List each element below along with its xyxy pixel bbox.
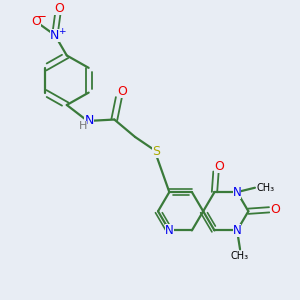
Text: −: − — [37, 10, 47, 23]
Text: O: O — [270, 203, 280, 216]
Text: N: N — [165, 224, 174, 237]
Text: O: O — [214, 160, 224, 173]
Text: +: + — [58, 27, 65, 36]
Text: CH₃: CH₃ — [231, 251, 249, 261]
Text: CH₃: CH₃ — [256, 183, 274, 193]
Text: N: N — [84, 115, 94, 128]
Text: O: O — [31, 16, 41, 28]
Text: S: S — [152, 145, 160, 158]
Text: O: O — [117, 85, 127, 98]
Text: O: O — [54, 2, 64, 14]
Text: H: H — [79, 121, 87, 131]
Text: N: N — [50, 28, 60, 42]
Text: N: N — [233, 186, 242, 199]
Text: N: N — [233, 224, 242, 237]
